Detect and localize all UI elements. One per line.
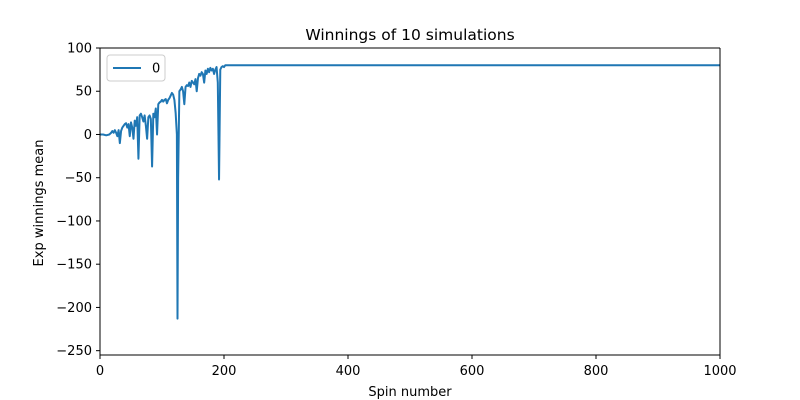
series-line-0 bbox=[100, 64, 720, 320]
y-tick-label: −50 bbox=[65, 171, 92, 186]
y-tick-label: 0 bbox=[84, 128, 92, 143]
y-tick-label: −150 bbox=[56, 258, 92, 273]
y-tick-label: 100 bbox=[67, 42, 92, 57]
x-axis-title: Spin number bbox=[368, 385, 452, 400]
x-tick-label: 200 bbox=[212, 364, 237, 379]
y-tick-label: 50 bbox=[75, 85, 92, 100]
y-tick-label: −200 bbox=[56, 301, 92, 316]
axes-layer: 0 200 400 600 800 1000−250−200−150−100−500501… bbox=[56, 42, 736, 380]
y-tick-label: −250 bbox=[56, 344, 92, 359]
legend-label: 0 bbox=[152, 62, 160, 77]
y-tick-label: −100 bbox=[56, 214, 92, 229]
series-layer bbox=[100, 64, 720, 320]
x-tick-label: 600 bbox=[460, 364, 485, 379]
x-tick-label: 400 bbox=[336, 364, 361, 379]
x-tick-label: 800 bbox=[584, 364, 609, 379]
y-axis-title: Exp winnings mean bbox=[32, 140, 47, 267]
legend: 0 bbox=[106, 54, 166, 82]
x-tick-label: 0 bbox=[96, 364, 104, 379]
chart-title: Winnings of 10 simulations bbox=[305, 26, 514, 44]
x-tick-label: 1000 bbox=[703, 364, 736, 379]
